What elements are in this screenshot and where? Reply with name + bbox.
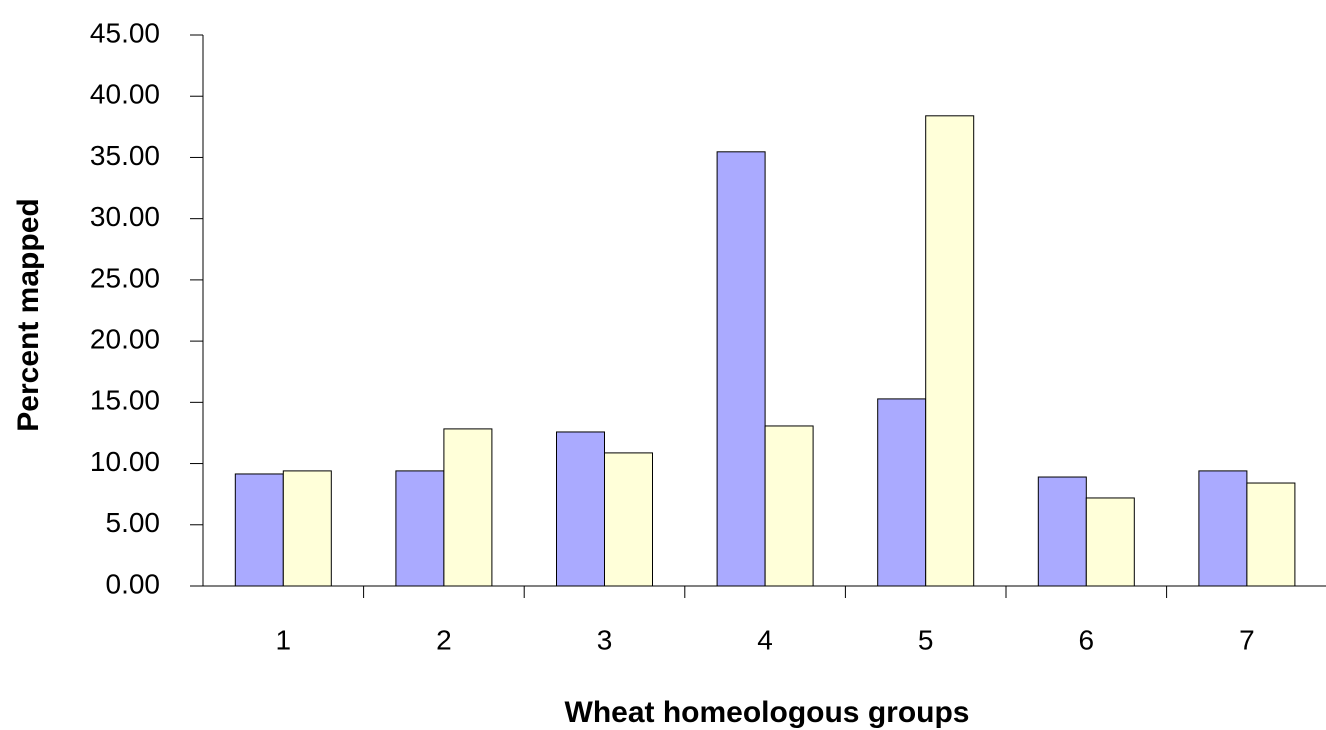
y-tick-label: 25.00 [90, 262, 160, 293]
y-axis-title: Percent mapped [12, 198, 45, 431]
x-tick-label: 1 [276, 624, 292, 655]
bar [1085, 497, 1135, 587]
bar [1198, 470, 1248, 587]
y-tick-label: 40.00 [90, 79, 160, 110]
y-tick-label: 45.00 [90, 17, 160, 48]
bar [604, 452, 653, 587]
bar [925, 115, 975, 587]
bar [234, 473, 284, 587]
y-tick-label: 15.00 [90, 385, 160, 416]
bar [877, 398, 927, 587]
y-tick-label: 30.00 [90, 201, 160, 232]
bar [443, 428, 493, 587]
y-tick-label: 5.00 [106, 507, 161, 538]
bar [764, 425, 814, 587]
y-tick-label: 20.00 [90, 324, 160, 355]
bar [395, 470, 445, 587]
x-tick-label: 6 [1079, 624, 1095, 655]
x-tick-label: 3 [597, 624, 613, 655]
y-tick-label: 10.00 [90, 446, 160, 477]
x-tick-label: 5 [918, 624, 934, 655]
bar [1037, 476, 1087, 587]
x-tick-label: 2 [436, 624, 452, 655]
y-tick-label: 35.00 [90, 140, 160, 171]
bar [1246, 482, 1296, 587]
bar [556, 431, 605, 587]
bar [282, 470, 332, 587]
x-tick-label: 7 [1239, 624, 1255, 655]
y-tick-label: 0.00 [106, 568, 161, 599]
x-axis-title: Wheat homeologous groups [565, 696, 970, 729]
x-tick-label: 4 [757, 624, 773, 655]
bar [716, 151, 766, 587]
